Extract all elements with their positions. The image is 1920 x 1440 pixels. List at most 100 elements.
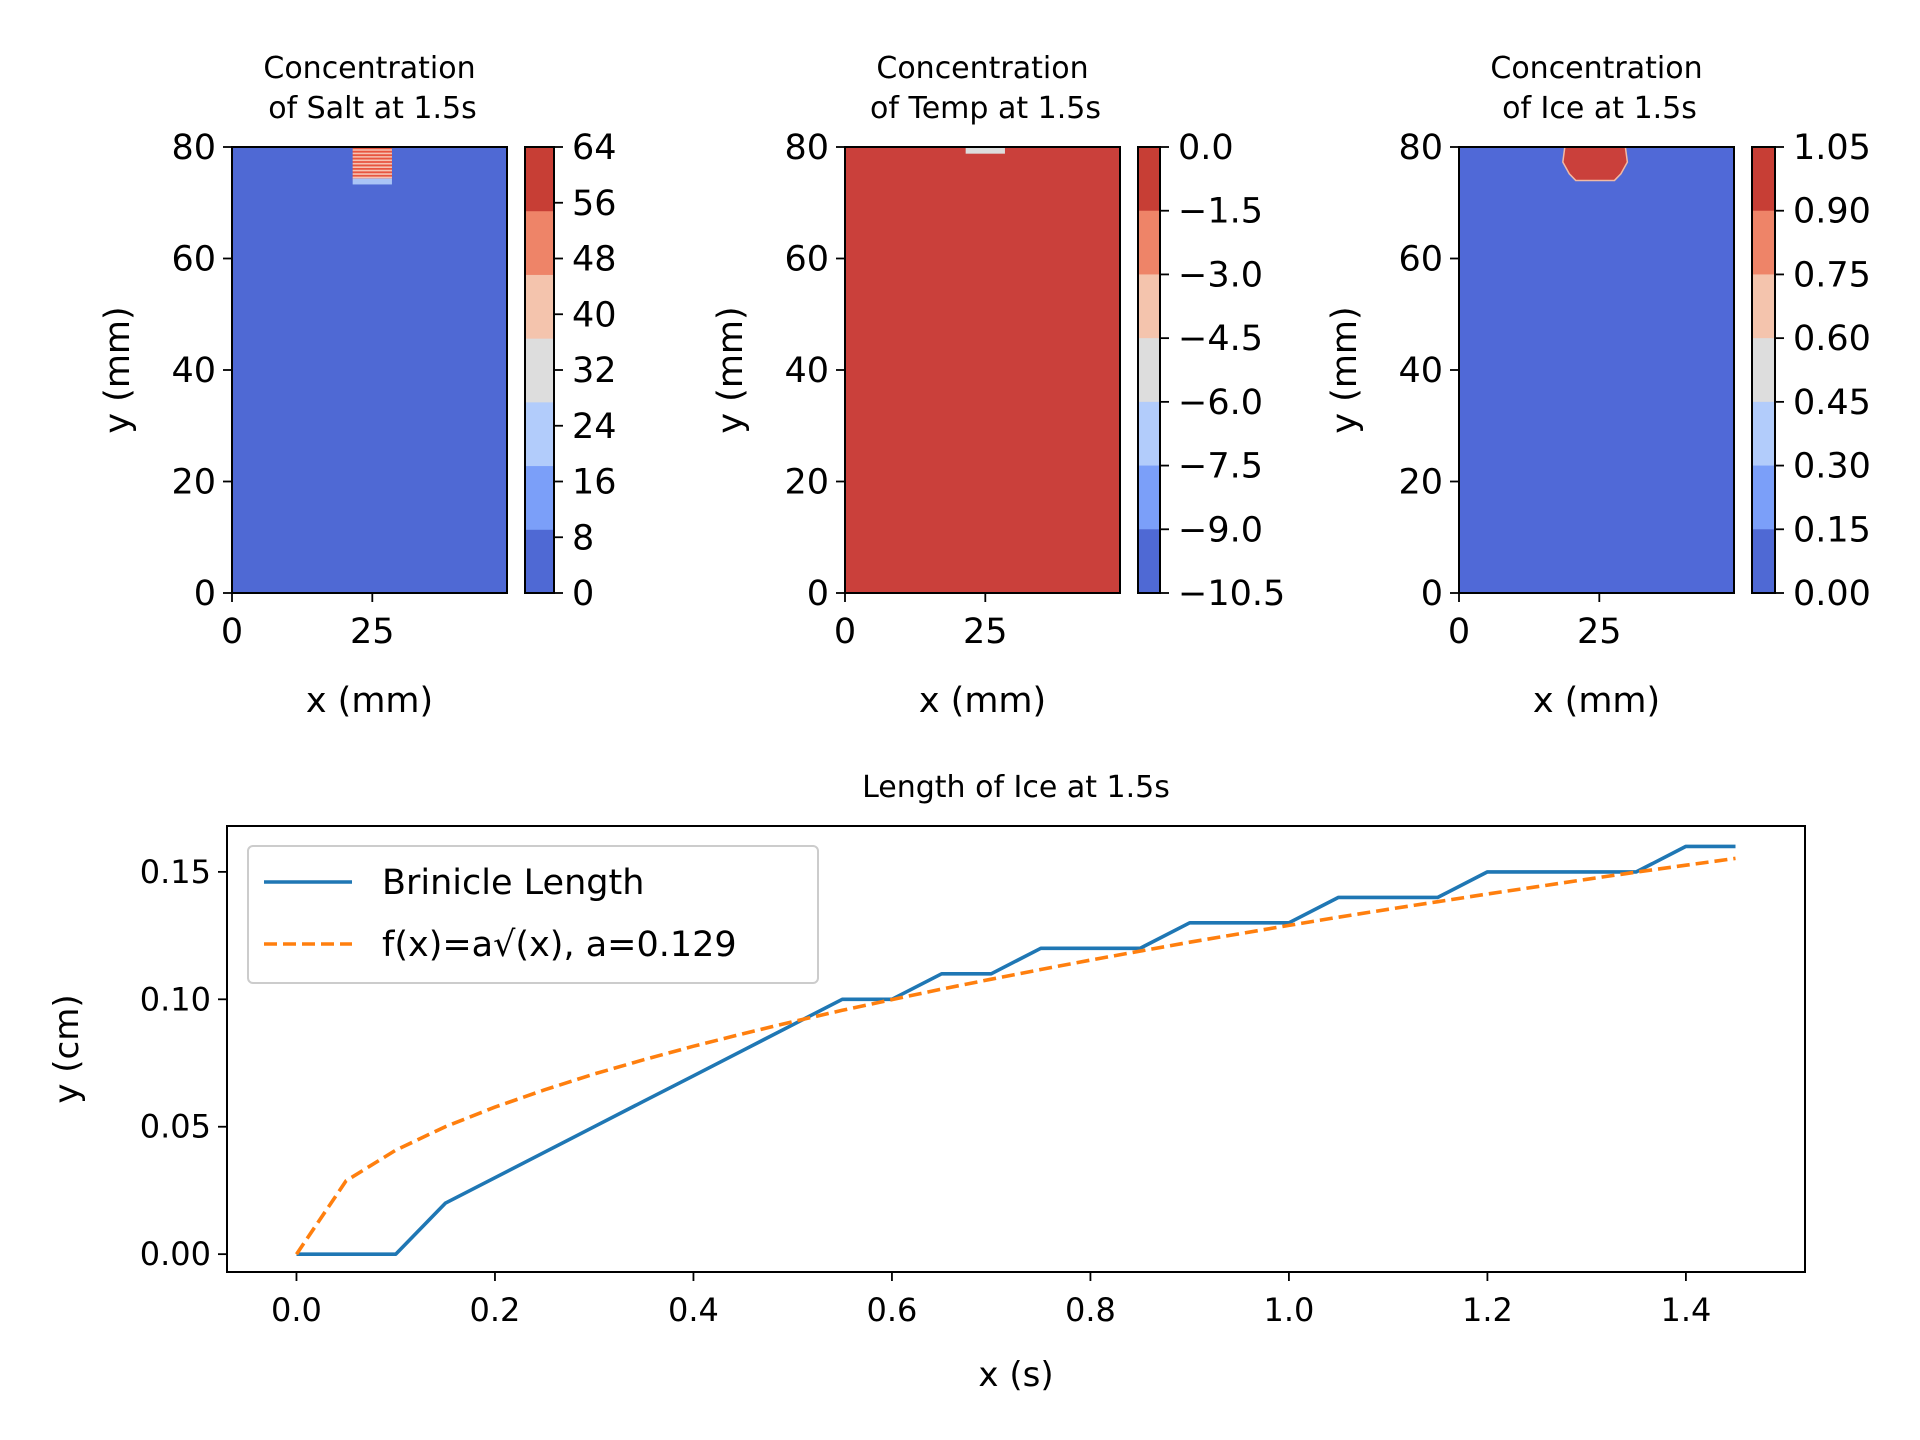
panel-title: of Salt at 1.5s — [268, 91, 477, 126]
y-tick-label: 0 — [194, 574, 216, 614]
x-tick-label: 0.0 — [271, 1291, 322, 1329]
colorbar-tick-label: 0 — [572, 574, 594, 614]
colorbar-band — [1138, 401, 1160, 467]
colorbar-band — [1752, 529, 1775, 594]
x-tick-label: 25 — [963, 612, 1008, 652]
x-tick-label: 0.6 — [866, 1291, 917, 1329]
colorbar-band — [1752, 401, 1775, 467]
colorbar-band — [525, 338, 554, 403]
contour-feature — [1562, 146, 1629, 182]
x-tick-label: 1.4 — [1660, 1291, 1711, 1329]
x-tick-label: 0 — [834, 612, 856, 652]
colorbar-tick-label: 0.30 — [1793, 447, 1871, 487]
y-tick-label: 60 — [171, 240, 216, 280]
y-tick-label: 40 — [171, 351, 216, 391]
colorbar-tick-label: 40 — [572, 295, 617, 335]
colorbar-band — [1752, 147, 1775, 212]
colorbar-frame — [1751, 146, 1776, 594]
y-tick-label: 80 — [171, 128, 216, 168]
colorbar-tick-label: 24 — [572, 407, 617, 447]
y-tick-label: 80 — [1398, 128, 1443, 168]
y-tick-label: 60 — [784, 240, 829, 280]
x-tick-label: 0.8 — [1065, 1291, 1116, 1329]
colorbar-tick-label: 56 — [572, 184, 617, 224]
y-tick-label: 0.10 — [140, 980, 211, 1018]
colorbar-band — [1752, 338, 1775, 403]
colorbar-band — [1138, 210, 1160, 275]
colorbar-tick-label: −7.5 — [1178, 447, 1263, 487]
colorbar-tick-label: 0.60 — [1793, 319, 1871, 359]
colorbar-tick-label: 0.45 — [1793, 383, 1871, 423]
colorbar-tick-label: 0.90 — [1793, 192, 1871, 232]
x-tick-label: 0.2 — [470, 1291, 521, 1329]
colorbar-band — [1752, 274, 1775, 339]
x-tick-label: 1.0 — [1263, 1291, 1314, 1329]
x-axis-label: x (mm) — [306, 681, 433, 721]
x-axis-label: x (mm) — [919, 681, 1046, 721]
colorbar-tick-label: −1.5 — [1178, 192, 1263, 232]
colorbar-band — [1138, 274, 1160, 339]
colorbar-band — [525, 529, 554, 594]
colorbar: 1.05 0.90 0.75 0.60 0.45 0.30 0.15 0.00 — [1751, 128, 1871, 614]
colorbar-tick-label: 48 — [572, 240, 617, 280]
colorbar-band — [525, 465, 554, 530]
colorbar: 0.0 −1.5 −3.0 −4.5 −6.0 −7.5 −9.0 −10.5 — [1137, 128, 1285, 614]
colorbar-tick-label: 0.0 — [1178, 128, 1234, 168]
y-tick-label: 20 — [1398, 463, 1443, 503]
y-axis-label: y (mm) — [98, 306, 138, 433]
panel-title: Concentration — [1490, 51, 1702, 86]
y-tick-label: 0.05 — [140, 1108, 211, 1146]
x-tick-label: 0 — [221, 612, 243, 652]
colorbar-tick-label: 8 — [572, 518, 594, 558]
colorbar-tick-label: −6.0 — [1178, 383, 1263, 423]
contour-panel-2: 0 20 40 60 80 0 25 Concentration of Temp at 1.5s… — [711, 51, 1285, 721]
legend-label: f(x)=a√(x), a=0.129 — [382, 925, 737, 965]
colorbar-tick-label: −9.0 — [1178, 510, 1263, 550]
colorbar-band — [1138, 338, 1160, 403]
contour-field — [845, 147, 1120, 593]
series-line-2 — [295, 856, 1736, 1256]
colorbar-band — [525, 210, 554, 275]
colorbar-tick-label: 0.00 — [1793, 574, 1871, 614]
colorbar-band — [1752, 465, 1775, 530]
colorbar-band — [1138, 465, 1160, 530]
panel-title: of Temp at 1.5s — [870, 91, 1101, 126]
colorbar: 0 8 16 24 32 40 48 56 64 — [524, 128, 617, 614]
colorbar-tick-label: 32 — [572, 351, 617, 391]
y-tick-label: 0 — [807, 574, 829, 614]
contour-field — [1459, 147, 1734, 593]
y-tick-label: 40 — [1398, 351, 1443, 391]
y-tick-label: 0 — [1421, 574, 1443, 614]
x-axis-label: x (mm) — [1533, 681, 1660, 721]
series-line-1 — [296, 844, 1736, 1256]
y-axis-label: y (cm) — [47, 994, 87, 1103]
contour-field — [232, 147, 507, 593]
colorbar-band — [1752, 210, 1775, 275]
x-tick-label: 0 — [1448, 612, 1470, 652]
y-tick-label: 40 — [784, 351, 829, 391]
colorbar-band — [1138, 529, 1160, 594]
colorbar-band — [1138, 147, 1160, 212]
colorbar-band — [525, 147, 554, 212]
colorbar-tick-label: 64 — [572, 128, 617, 168]
y-tick-label: 20 — [171, 463, 216, 503]
contour-feature — [965, 147, 1005, 154]
y-tick-label: 60 — [1398, 240, 1443, 280]
y-axis-label: y (mm) — [711, 306, 751, 433]
colorbar-tick-label: −10.5 — [1178, 574, 1285, 614]
x-tick-label: 25 — [1577, 612, 1622, 652]
feature-strip — [965, 147, 1005, 154]
colorbar-tick-label: 0.15 — [1793, 510, 1871, 550]
y-tick-label: 20 — [784, 463, 829, 503]
x-tick-label: 1.2 — [1462, 1291, 1513, 1329]
chart-title: Length of Ice at 1.5s — [862, 770, 1170, 805]
colorbar-frame — [1137, 146, 1161, 594]
legend-box — [247, 845, 819, 984]
feature-blob — [1562, 146, 1629, 182]
line-chart: 0.0 0.2 0.4 0.6 0.8 1.0 1.2 1.4 0.00 0.05 0.10 0.15… — [47, 770, 1806, 1395]
plot-frame — [226, 825, 1806, 1273]
colorbar-tick-label: 1.05 — [1793, 128, 1871, 168]
x-tick-label: 25 — [350, 612, 395, 652]
x-axis-label: x (s) — [978, 1355, 1053, 1395]
